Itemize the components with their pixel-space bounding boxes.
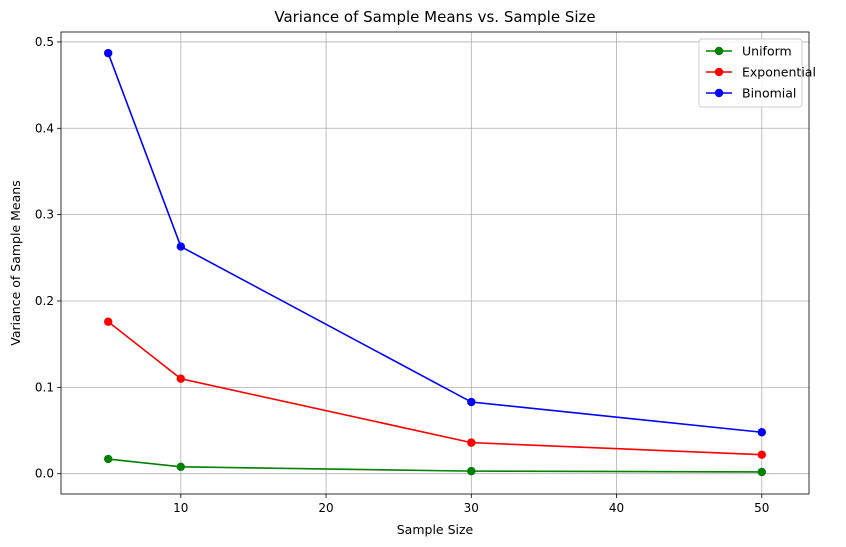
y-tick-label: 0.4 xyxy=(35,121,54,135)
x-tick-label: 50 xyxy=(754,501,769,515)
series-line-exponential xyxy=(107,321,762,456)
legend-swatch-marker xyxy=(714,67,724,77)
data-point-uniform xyxy=(104,454,113,464)
legend-item-uniform: Uniform xyxy=(706,44,792,59)
series-line-uniform xyxy=(108,458,762,473)
legend-label: Uniform xyxy=(742,44,792,59)
y-axis-title: Variance of Sample Means xyxy=(8,180,23,345)
ticks: 10 20 30 40 50 0.0 0.1 0.2 0.3 0.4 0.5 xyxy=(35,35,770,515)
data-point-binomial xyxy=(467,397,476,407)
data-point-uniform xyxy=(176,462,186,471)
data-point-binomial xyxy=(757,428,766,437)
x-tick-label: 30 xyxy=(464,501,479,515)
y-tick-label: 0.1 xyxy=(35,380,54,394)
x-axis-title: Sample Size xyxy=(397,522,474,537)
grid xyxy=(61,32,809,494)
data-point-binomial xyxy=(104,48,113,58)
y-tick-label: 0.5 xyxy=(35,35,54,49)
data-point-exponential xyxy=(757,450,766,459)
legend-item-binomial: Binomial xyxy=(706,86,796,101)
y-tick-label: 0.0 xyxy=(35,467,54,481)
y-tick-label: 0.3 xyxy=(35,208,54,222)
legend-swatch-marker xyxy=(714,46,724,56)
data-point-uniform xyxy=(757,467,766,477)
legend-label: Exponential xyxy=(742,65,816,80)
data-point-exponential xyxy=(104,317,113,326)
legend: Uniform Exponential Binomial xyxy=(698,38,816,108)
chart-title: Variance of Sample Means vs. Sample Size xyxy=(274,8,595,26)
series-uniform xyxy=(104,454,766,477)
data-point-uniform xyxy=(467,466,476,476)
legend-item-exponential: Exponential xyxy=(706,65,816,80)
data-point-binomial xyxy=(176,242,186,251)
x-tick-label: 10 xyxy=(173,501,188,515)
x-tick-label: 20 xyxy=(318,501,333,515)
x-tick-label: 40 xyxy=(609,501,624,515)
y-tick-label: 0.2 xyxy=(35,294,54,308)
series-exponential xyxy=(104,317,766,459)
legend-box xyxy=(698,38,803,108)
series-binomial xyxy=(104,48,766,437)
data-point-exponential xyxy=(467,438,476,447)
legend-label: Binomial xyxy=(742,86,796,101)
legend-swatch-marker xyxy=(714,88,724,98)
plot-frame xyxy=(60,31,810,495)
data-point-exponential xyxy=(176,374,186,383)
series-line-binomial xyxy=(107,52,762,434)
series-layer xyxy=(104,48,766,477)
